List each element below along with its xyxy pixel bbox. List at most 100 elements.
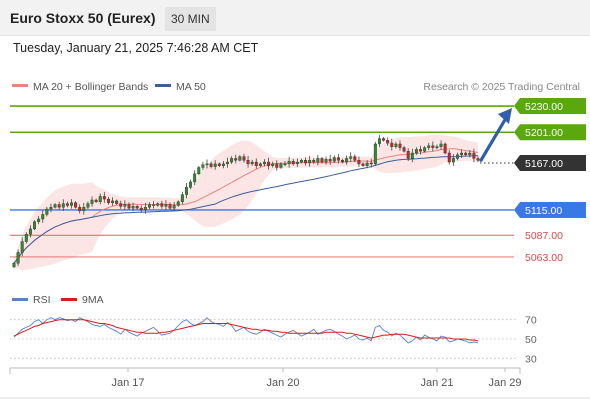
candle bbox=[324, 156, 328, 165]
candle-body bbox=[460, 152, 464, 156]
candle-body bbox=[70, 202, 73, 206]
candle-body bbox=[82, 207, 86, 212]
candle-body bbox=[357, 160, 361, 165]
candle bbox=[443, 142, 447, 155]
candle-body bbox=[377, 138, 381, 145]
candle-body bbox=[189, 181, 193, 188]
candle-body bbox=[16, 252, 20, 264]
candle bbox=[16, 249, 20, 266]
candle bbox=[291, 158, 295, 166]
candle bbox=[49, 203, 53, 213]
level-tag-5201-00 bbox=[514, 124, 586, 141]
level-label-5201-00: 5201.00 bbox=[525, 127, 563, 139]
candle-body bbox=[320, 158, 324, 163]
candle bbox=[127, 202, 131, 211]
candle-body bbox=[111, 200, 115, 203]
candle bbox=[250, 159, 254, 166]
candle bbox=[439, 140, 443, 150]
x-tick-label: Jan 29 bbox=[488, 377, 521, 389]
candle-body bbox=[390, 142, 394, 147]
candle bbox=[308, 155, 312, 167]
candle-body bbox=[41, 214, 45, 220]
candle-body bbox=[209, 163, 213, 167]
candle bbox=[143, 202, 147, 214]
rsi-panel: 70 50 30 bbox=[10, 315, 537, 365]
bollinger-band-area bbox=[14, 134, 478, 271]
moving-averages bbox=[13, 148, 479, 264]
candle bbox=[419, 145, 422, 155]
candle bbox=[386, 137, 390, 146]
candle-body bbox=[164, 204, 168, 207]
candle-body bbox=[451, 158, 455, 163]
candle-body bbox=[24, 234, 28, 242]
ma9-legend-swatch bbox=[61, 298, 77, 301]
candle-body bbox=[160, 203, 164, 207]
candle bbox=[37, 216, 41, 225]
candle bbox=[357, 156, 361, 168]
candle bbox=[168, 202, 172, 211]
candle-body bbox=[193, 173, 197, 183]
timeframe-button[interactable]: 30 MIN bbox=[165, 7, 216, 31]
candle bbox=[33, 220, 37, 231]
candle bbox=[115, 199, 119, 205]
candle bbox=[287, 156, 291, 168]
candle bbox=[193, 170, 197, 186]
candle bbox=[205, 159, 209, 169]
candle-body bbox=[406, 151, 410, 159]
candle-body bbox=[254, 161, 258, 166]
candle bbox=[279, 162, 283, 169]
candle-body bbox=[349, 156, 353, 159]
candle-body bbox=[414, 149, 418, 154]
ma50-legend-label: MA 50 bbox=[176, 81, 206, 93]
candle-body bbox=[472, 152, 476, 159]
projection-arrow-shaft bbox=[479, 116, 508, 162]
candlesticks bbox=[12, 134, 480, 269]
candle-body bbox=[135, 206, 139, 209]
candle-body bbox=[20, 241, 24, 253]
candle bbox=[139, 205, 143, 213]
candle bbox=[131, 202, 135, 212]
candle-body bbox=[33, 221, 37, 230]
candle bbox=[349, 152, 353, 163]
candle-body bbox=[328, 159, 332, 162]
candle-body bbox=[427, 145, 431, 148]
candle-body bbox=[455, 154, 459, 159]
candle-body bbox=[324, 159, 328, 163]
candle bbox=[78, 204, 82, 214]
candle bbox=[234, 154, 238, 164]
candle-body bbox=[197, 167, 201, 175]
candle-body bbox=[221, 163, 225, 166]
candle bbox=[258, 162, 262, 167]
candle-body bbox=[90, 199, 94, 204]
candle bbox=[271, 161, 275, 168]
ma20-legend-swatch bbox=[12, 84, 28, 87]
credit-label: Research © 2025 Trading Central bbox=[423, 81, 580, 93]
candle bbox=[377, 134, 381, 148]
candle-body bbox=[152, 204, 156, 206]
candle bbox=[263, 159, 266, 167]
candle-body bbox=[143, 207, 147, 211]
candle-body bbox=[172, 205, 176, 209]
candle bbox=[189, 179, 193, 190]
candle-body bbox=[275, 163, 279, 168]
projection-arrow-head bbox=[498, 108, 512, 125]
bollinger-band bbox=[14, 134, 478, 271]
level-tag-5167-00 bbox=[514, 154, 586, 171]
rsi-line bbox=[13, 317, 479, 344]
level-label-5230-00: 5230.00 bbox=[525, 101, 563, 113]
candle-body bbox=[299, 160, 303, 163]
x-tick-label: Jan 20 bbox=[266, 377, 299, 389]
candle-body bbox=[345, 158, 349, 163]
candle-body bbox=[316, 158, 320, 163]
candle-body bbox=[49, 207, 53, 210]
candle-body bbox=[382, 138, 386, 141]
candle bbox=[451, 154, 455, 166]
candle bbox=[106, 196, 110, 205]
candle-body bbox=[476, 158, 480, 161]
candle-body bbox=[45, 208, 49, 215]
candle-body bbox=[98, 196, 102, 203]
candle bbox=[226, 157, 229, 168]
x-tick-label: Jan 17 bbox=[111, 377, 144, 389]
candle bbox=[65, 201, 69, 208]
candle bbox=[472, 148, 476, 163]
